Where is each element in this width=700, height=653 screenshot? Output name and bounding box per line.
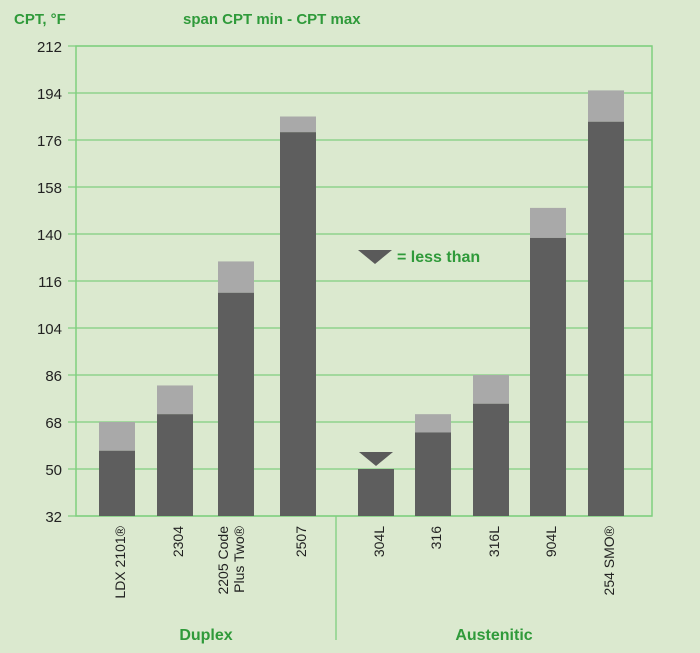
y-tick-label: 68	[45, 415, 62, 432]
bar-cpt-max	[280, 116, 316, 133]
x-tick-label-group: 2507	[293, 526, 309, 557]
x-tick-label-group: 2205 Code Plus Two®	[215, 525, 247, 594]
y-tick-label: 32	[45, 509, 62, 526]
less-than-annotation: = less than	[397, 249, 480, 266]
bar-cpt-min	[415, 432, 451, 516]
x-tick-label: 304L	[371, 526, 387, 557]
x-tick-label: 2304	[170, 526, 186, 557]
y-tick-label: 212	[37, 39, 62, 56]
group-label: Duplex	[179, 627, 232, 644]
x-tick-label-group: 2304	[170, 526, 186, 557]
x-tick-label-group: LDX 2101®	[112, 525, 128, 598]
x-tick-label-group: 316	[428, 526, 444, 550]
bar-cpt-min	[280, 132, 316, 516]
y-axis-title: CPT, °F	[14, 11, 66, 28]
legend-less-than-icon	[358, 250, 392, 264]
x-tick-label: 254 SMO®	[601, 525, 617, 595]
bar-cpt-max	[99, 422, 135, 451]
y-tick-label: 140	[37, 227, 62, 244]
bar-cpt-min	[588, 121, 624, 516]
bar-cpt-max	[588, 90, 624, 122]
y-tick-label: 86	[45, 368, 62, 385]
x-tick-label: 2507	[293, 526, 309, 557]
bar-cpt-min	[473, 403, 509, 516]
x-tick-label: 904L	[543, 526, 559, 557]
bar-cpt-max	[157, 385, 193, 415]
bar-cpt-min	[157, 414, 193, 516]
bar-cpt-max	[473, 375, 509, 404]
bar-cpt-min	[530, 237, 566, 516]
x-tick-label-group: 304L	[371, 526, 387, 557]
x-tick-label: Plus Two®	[231, 525, 247, 593]
y-tick-label: 194	[37, 86, 62, 103]
y-tick-label: 104	[37, 321, 62, 338]
x-tick-label: 316L	[486, 526, 502, 557]
y-tick-label: 158	[37, 180, 62, 197]
labels: CPT, °F span CPT min - CPT max = less th…	[14, 11, 480, 266]
x-tick-label: 2205 Code	[215, 526, 231, 595]
bars	[99, 90, 624, 516]
y-tick-label: 116	[38, 274, 62, 291]
bar-cpt-min	[99, 450, 135, 516]
x-tick-label-group: 254 SMO®	[601, 525, 617, 595]
group-label: Austenitic	[455, 627, 532, 644]
x-tick-label: LDX 2101®	[112, 525, 128, 598]
axes: 32 50 68 86 104 116 140 158 176 194 212 LDX 2101® 23…	[37, 39, 617, 644]
bar-cpt-max	[218, 261, 254, 293]
less-than-marker	[359, 452, 393, 466]
x-tick-label: 316	[428, 526, 444, 550]
legend-title: span CPT min - CPT max	[183, 11, 361, 28]
bar-cpt-max	[530, 207, 566, 238]
bar-cpt-max	[415, 414, 451, 433]
y-tick-label: 50	[45, 462, 62, 479]
y-tick-label: 176	[37, 133, 62, 150]
x-tick-label-group: 904L	[543, 526, 559, 557]
bar-cpt-min	[218, 292, 254, 516]
x-tick-label-group: 316L	[486, 526, 502, 557]
bar-cpt-min	[358, 469, 394, 516]
